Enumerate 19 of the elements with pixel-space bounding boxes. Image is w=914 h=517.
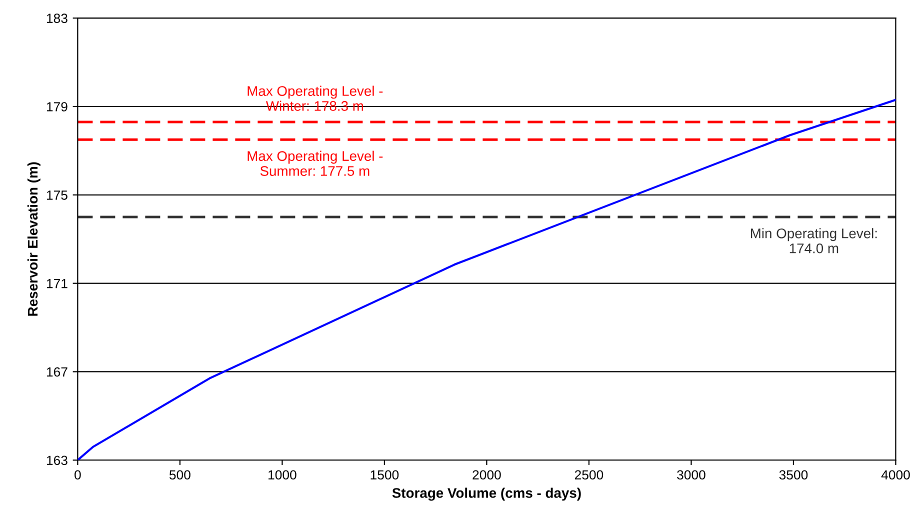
y-tick-label: 183 — [46, 14, 68, 24]
x-axis-title: Storage Volume (cms - days) — [392, 488, 581, 501]
x-tick-label: 2000 — [472, 470, 501, 480]
y-tick-label: 163 — [46, 456, 68, 466]
ref-line-label: Max Operating Level - Summer: 177.5 m — [248, 150, 383, 176]
y-axis-title: Reservoir Elevation (m) — [27, 162, 40, 316]
y-tick-label: 179 — [46, 102, 68, 112]
y-tick-label: 167 — [46, 367, 68, 377]
x-tick-label: 500 — [169, 470, 190, 480]
x-tick-label: 3500 — [779, 470, 808, 480]
x-tick-label: 2500 — [574, 470, 604, 480]
x-tick-label: 4000 — [881, 470, 910, 480]
y-tick-label: 171 — [46, 279, 68, 288]
x-tick-label: 0 — [74, 470, 81, 480]
x-tick-label: 1000 — [268, 470, 296, 480]
ref-line-label: Min Operating Level: 174.0 m — [750, 228, 877, 254]
x-tick-label: 1500 — [370, 470, 399, 480]
y-tick-label: 175 — [46, 190, 68, 200]
x-tick-label: 3000 — [677, 470, 706, 480]
